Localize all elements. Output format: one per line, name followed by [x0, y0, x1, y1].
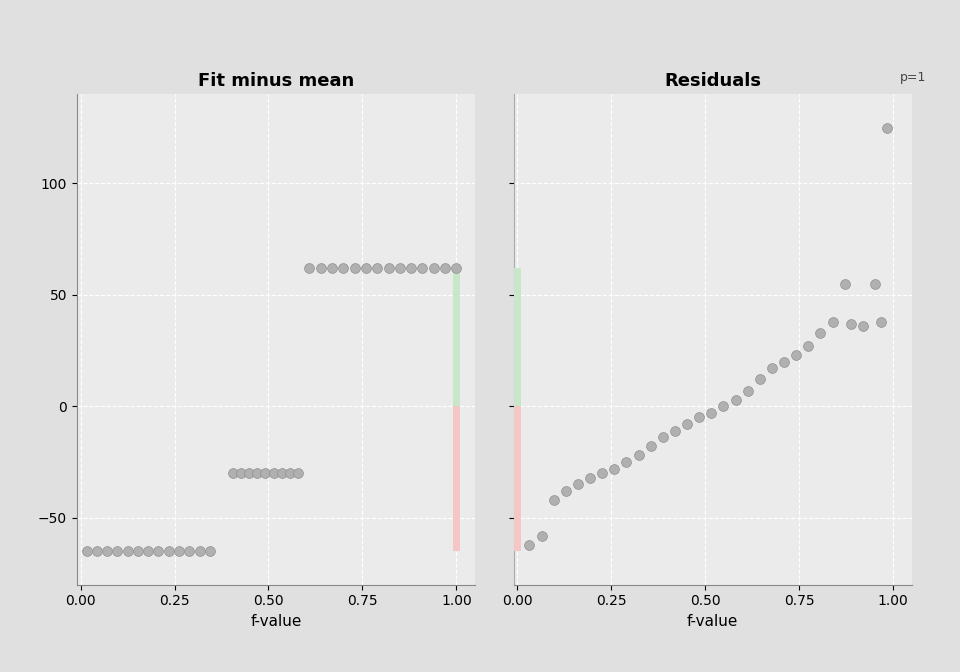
Point: [203, 546, 218, 556]
Point: [233, 468, 249, 478]
Point: [855, 321, 871, 331]
Point: [874, 316, 889, 327]
Point: [740, 385, 756, 396]
Point: [752, 374, 767, 385]
Bar: [514, 407, 520, 551]
Point: [131, 546, 146, 556]
Bar: [453, 407, 460, 551]
Point: [607, 463, 622, 474]
Point: [89, 546, 105, 556]
Point: [403, 263, 419, 274]
Point: [358, 263, 373, 274]
Point: [226, 468, 241, 478]
Point: [266, 468, 281, 478]
Point: [764, 363, 780, 374]
Point: [583, 472, 598, 483]
Point: [415, 263, 430, 274]
Title: Residuals: Residuals: [664, 72, 761, 90]
Point: [274, 468, 289, 478]
Point: [691, 412, 707, 423]
Point: [812, 327, 828, 338]
Point: [570, 479, 586, 490]
Point: [79, 546, 94, 556]
Point: [534, 530, 549, 541]
Point: [680, 419, 695, 429]
Point: [290, 468, 305, 478]
Point: [192, 546, 207, 556]
Point: [704, 407, 719, 418]
Point: [655, 432, 670, 443]
Point: [426, 263, 442, 274]
Point: [151, 546, 166, 556]
Point: [347, 263, 362, 274]
Point: [161, 546, 177, 556]
Point: [381, 263, 396, 274]
Point: [558, 486, 573, 497]
Point: [258, 468, 274, 478]
Title: Fit minus mean: Fit minus mean: [198, 72, 354, 90]
Point: [140, 546, 156, 556]
Point: [171, 546, 186, 556]
Point: [715, 401, 731, 412]
X-axis label: f-value: f-value: [251, 614, 301, 629]
Bar: [453, 268, 460, 407]
Point: [788, 349, 804, 360]
Point: [631, 450, 646, 461]
Point: [843, 319, 858, 329]
Text: p=1: p=1: [900, 71, 926, 83]
Point: [370, 263, 385, 274]
Point: [643, 441, 659, 452]
Point: [301, 263, 317, 274]
Point: [777, 356, 792, 367]
Point: [120, 546, 135, 556]
Point: [324, 263, 340, 274]
Point: [868, 278, 883, 289]
Point: [250, 468, 265, 478]
Point: [521, 539, 537, 550]
Bar: [514, 268, 520, 407]
X-axis label: f-value: f-value: [687, 614, 738, 629]
Point: [100, 546, 115, 556]
Point: [879, 122, 895, 133]
Point: [313, 263, 328, 274]
Point: [837, 278, 852, 289]
Point: [801, 341, 816, 351]
Point: [109, 546, 125, 556]
Point: [282, 468, 298, 478]
Point: [438, 263, 453, 274]
Point: [242, 468, 257, 478]
Point: [393, 263, 408, 274]
Point: [546, 495, 562, 505]
Point: [448, 263, 464, 274]
Point: [181, 546, 197, 556]
Point: [336, 263, 351, 274]
Point: [667, 425, 683, 436]
Point: [728, 394, 743, 405]
Point: [594, 468, 610, 478]
Point: [618, 457, 634, 468]
Point: [825, 316, 840, 327]
